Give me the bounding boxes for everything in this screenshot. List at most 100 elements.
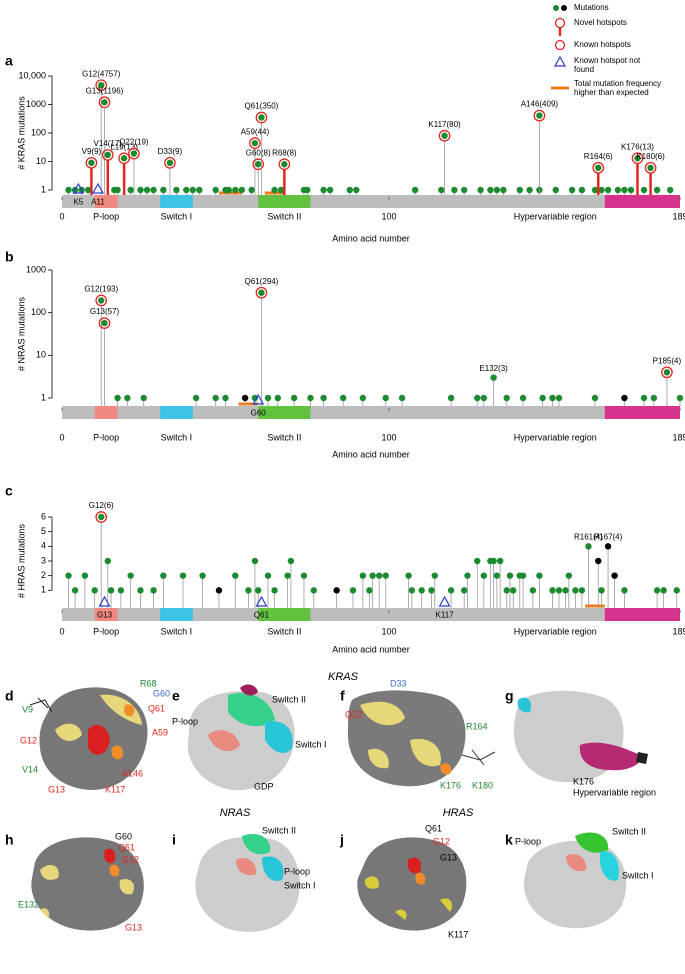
structure-label: Switch I: [622, 870, 654, 880]
mutation-label: E132(3): [479, 364, 508, 373]
domain: [160, 608, 193, 621]
structure-title: NRAS: [220, 807, 251, 819]
hotspot-ring: [249, 137, 261, 150]
mutation-dot: [627, 186, 635, 194]
not-found-triangle: [98, 595, 111, 607]
hotspot-dot: [101, 99, 108, 106]
mutation-dot: [264, 394, 272, 402]
mutation-dot: [480, 394, 488, 402]
hotspot-dot: [98, 513, 105, 521]
legend: [551, 5, 569, 90]
domain: [94, 406, 118, 419]
panel-letter: f: [340, 688, 345, 704]
mutation-dot: [578, 587, 586, 594]
patch: [262, 856, 284, 882]
structure-label: P-loop: [172, 716, 198, 726]
hotspot-ring: [592, 161, 605, 174]
mutation-dot: [552, 186, 559, 194]
residue-label: K117: [448, 929, 468, 939]
mutation-dot: [192, 394, 200, 402]
domain-label: Switch I: [161, 626, 193, 636]
mutation-dot: [143, 186, 151, 194]
not-found-triangle: [252, 393, 265, 405]
hotspot-label: G13(1196): [86, 86, 124, 95]
hotspot-label: G12(4757): [82, 69, 121, 78]
mutation-dot: [640, 394, 648, 402]
patch: [40, 864, 135, 918]
mutation-dot: [591, 186, 599, 194]
hotspot-dot: [251, 139, 259, 147]
domain: [160, 406, 193, 419]
mutation-dot: [480, 572, 488, 579]
mutation-dot: [526, 186, 533, 194]
domain-label: Switch I: [161, 211, 193, 221]
not-found-label: K117: [436, 611, 455, 620]
hotspot-ring: [255, 111, 268, 124]
panel-letter: c: [5, 483, 13, 499]
mutation-dot: [212, 394, 219, 402]
mutation-dot: [300, 572, 308, 579]
mutation-dot: [510, 587, 517, 594]
domain-label: P-loop: [93, 626, 119, 636]
mutation-dot: [464, 572, 471, 579]
legend-text: Novel hotspots: [574, 18, 627, 27]
hotspot-label: G13(57): [90, 307, 120, 316]
x-tick-label: 100: [381, 626, 396, 636]
mutation-dot: [503, 587, 510, 594]
mutation-dot: [621, 394, 628, 402]
patch: [575, 832, 609, 853]
hotspot-ring: [118, 152, 130, 165]
residue-label: G12: [433, 836, 450, 846]
hotspot-dot: [663, 369, 671, 376]
not-found-label: G60: [251, 409, 267, 418]
legend-text: Known hotspots: [574, 40, 631, 49]
patch: [517, 697, 532, 713]
hotspot-dot: [595, 164, 602, 172]
panel-letter: g: [505, 688, 514, 704]
residue-label: D33: [390, 678, 407, 688]
mutation-dot: [398, 394, 406, 402]
mutation-dot: [248, 186, 255, 194]
hotspot-dot: [101, 319, 108, 327]
patch: [579, 742, 641, 771]
protein-surface: [31, 837, 144, 931]
hotspot-ring: [252, 158, 265, 171]
hotspot-label: A146(409): [521, 100, 559, 109]
y-tick-label: 5: [41, 526, 46, 536]
mutation-dot: [503, 394, 510, 402]
mutation-dot: [150, 587, 157, 594]
hotspot-ring: [95, 79, 108, 92]
structure-label: GDP: [254, 781, 274, 791]
y-tick-label: 1: [41, 585, 46, 595]
mutation-dot: [477, 186, 484, 194]
mutation-dot: [595, 557, 602, 565]
mutation-dot: [245, 587, 252, 594]
structure-label: Switch II: [262, 825, 296, 835]
hotspot-label: G12(193): [84, 285, 118, 294]
mutation-dot: [225, 186, 232, 194]
not-found-label: G13: [97, 611, 113, 620]
x-axis-title: Amino acid number: [332, 233, 410, 243]
panel-letter: k: [505, 832, 513, 848]
mutation-dot: [160, 572, 167, 579]
patch: [636, 752, 648, 764]
mutation-dot: [549, 394, 556, 402]
mutation-dot: [117, 587, 125, 594]
y-tick-label: 10: [36, 350, 46, 360]
mutation-dot: [104, 557, 111, 565]
mutation-dot: [382, 572, 389, 579]
mutation-dot: [585, 543, 592, 550]
mutation-dot: [611, 572, 618, 579]
mutation-dot: [251, 557, 259, 565]
y-tick-label: 2: [41, 570, 46, 580]
x-tick-label: 0: [59, 432, 64, 442]
mutation-dot: [490, 557, 497, 565]
residue-label: G60: [153, 688, 170, 698]
mutation-dot: [460, 186, 468, 194]
hotspot-label: Q22(19): [119, 138, 149, 147]
panel-letter: j: [339, 832, 344, 848]
mutation-dot: [238, 186, 246, 194]
residue-label: R164: [466, 721, 488, 731]
